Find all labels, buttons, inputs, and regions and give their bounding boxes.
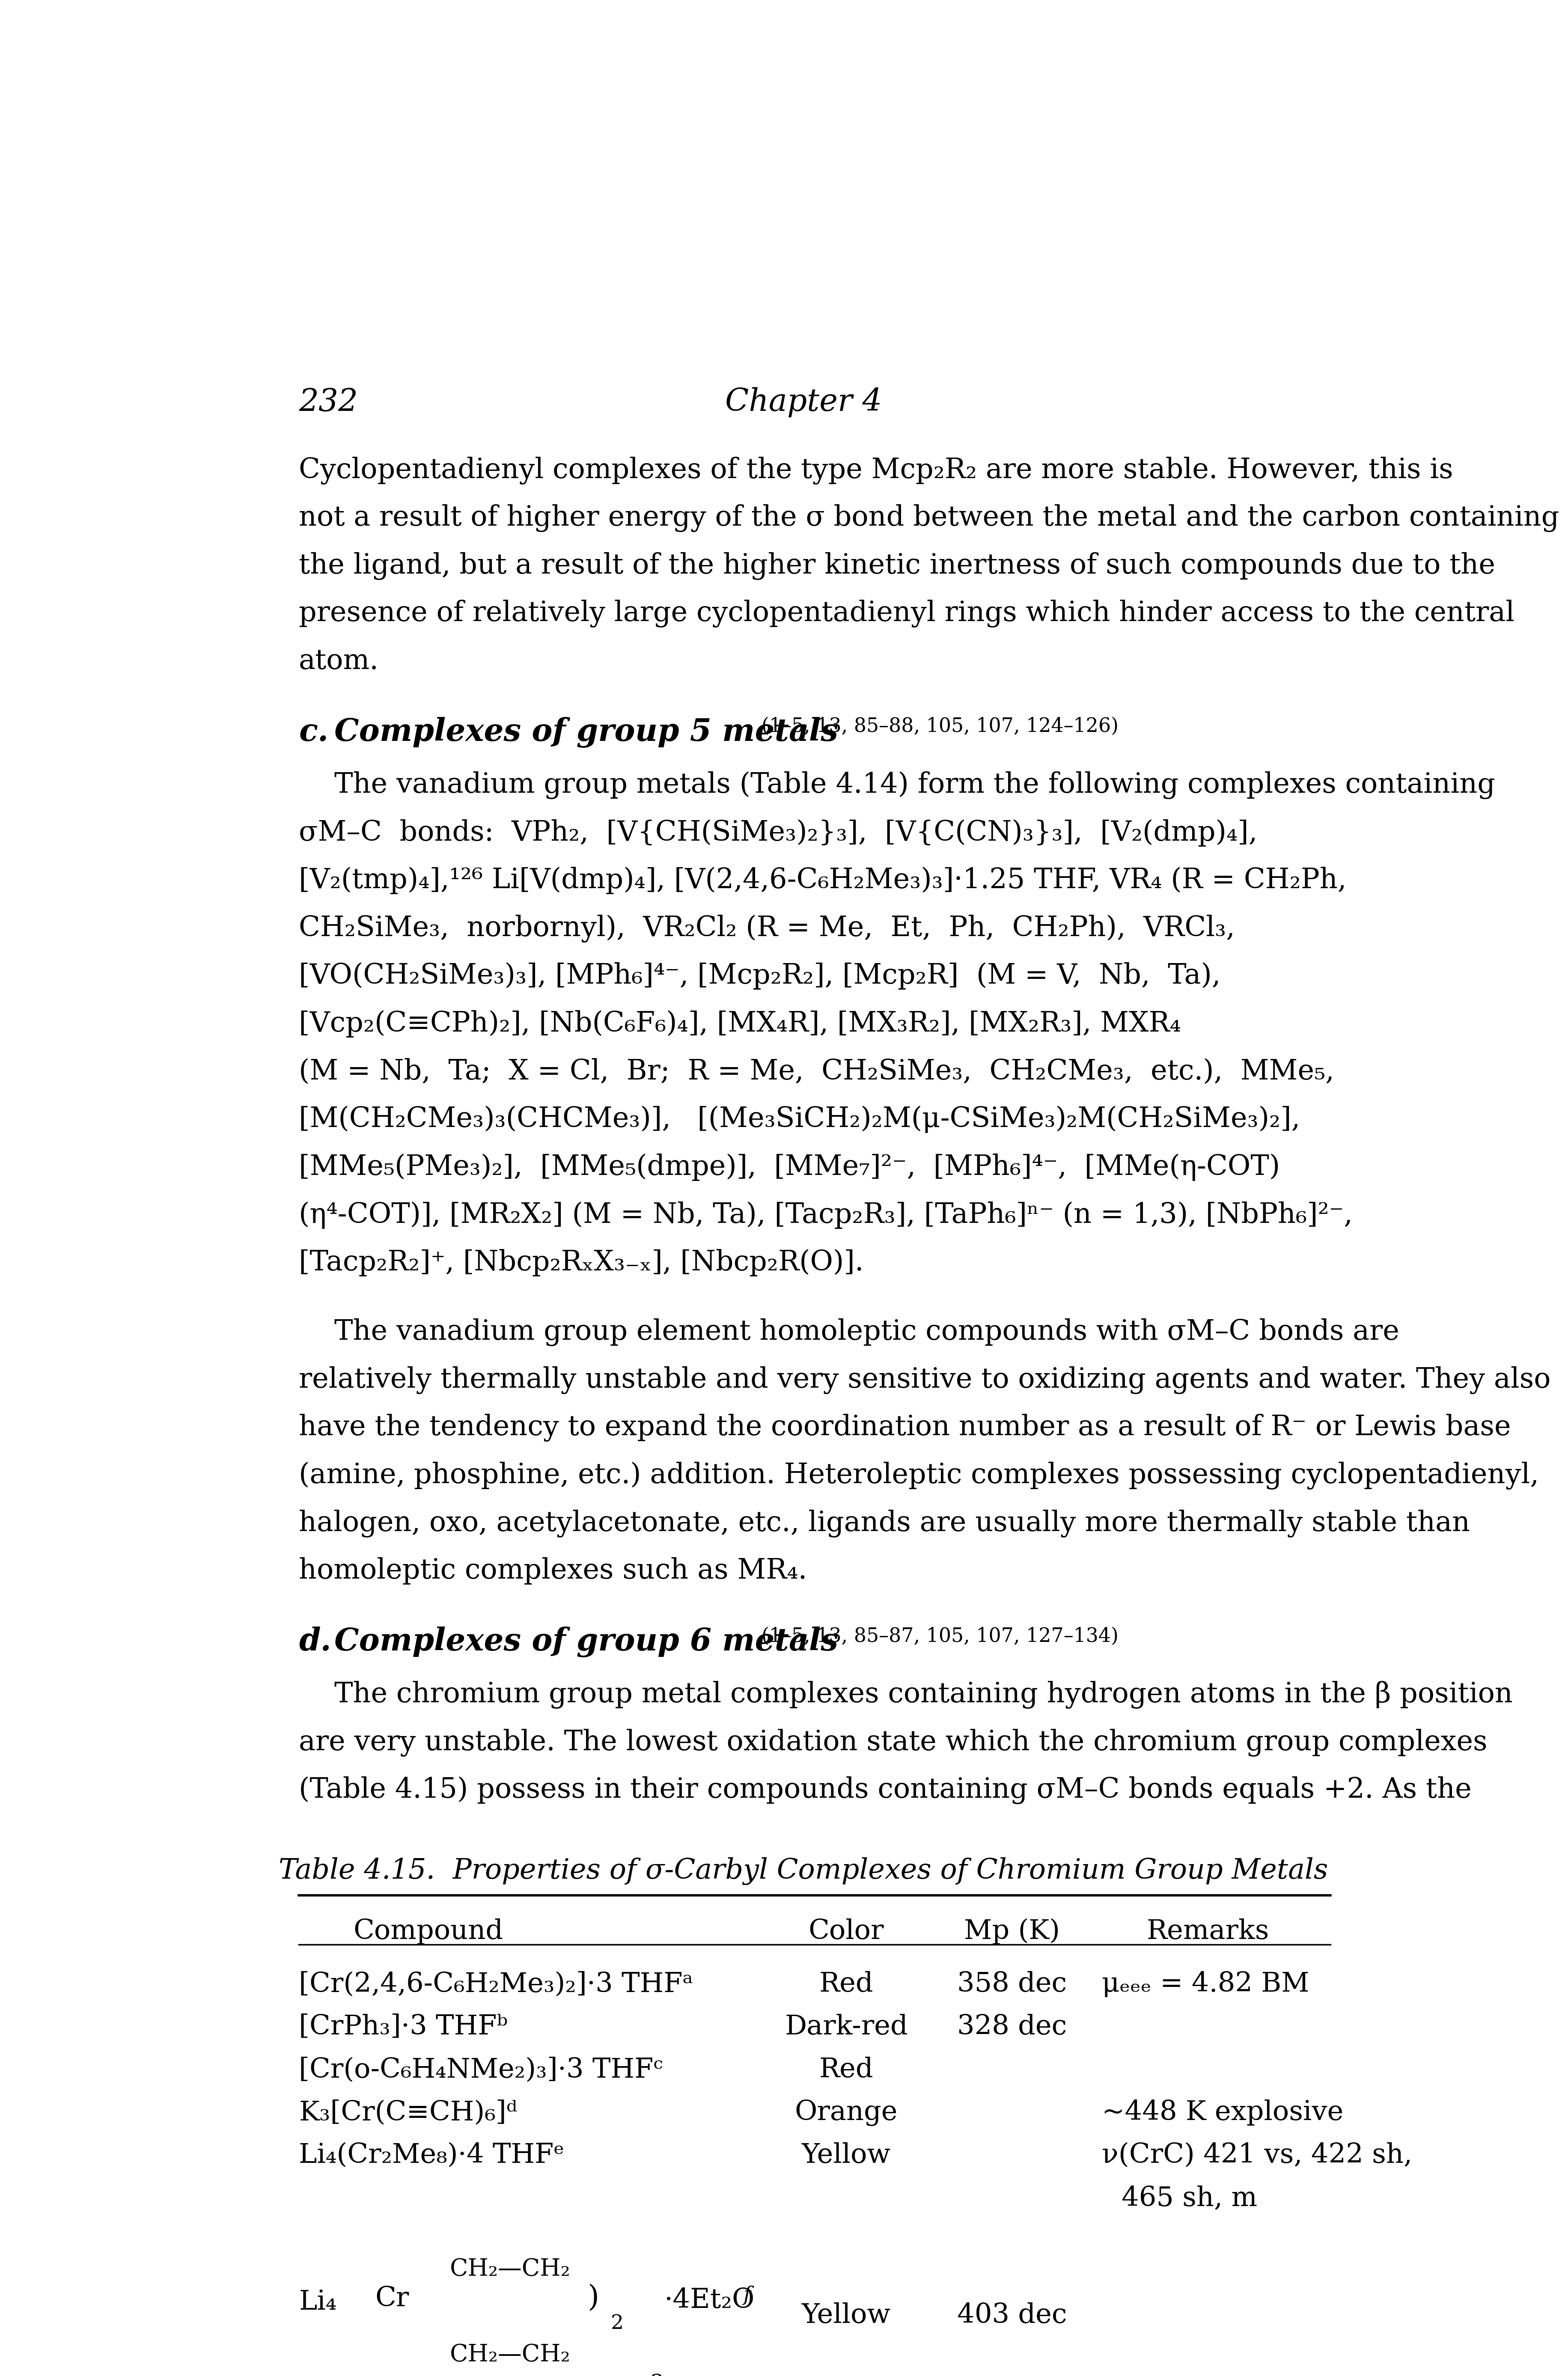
Text: 465 sh, m: 465 sh, m: [1121, 2186, 1258, 2212]
Text: [Tacp₂R₂]⁺, [Nbcp₂RₓX₃₋ₓ], [Nbcp₂R(O)].: [Tacp₂R₂]⁺, [Nbcp₂RₓX₃₋ₓ], [Nbcp₂R(O)].: [299, 1250, 864, 1276]
Text: Complexes of group 5 metals: Complexes of group 5 metals: [323, 718, 839, 748]
Text: ν(CrC) 421 vs, 422 sh,: ν(CrC) 421 vs, 422 sh,: [1102, 2143, 1413, 2169]
Text: CH₂—CH₂: CH₂—CH₂: [450, 2257, 571, 2281]
Text: ): ): [588, 2283, 599, 2312]
Text: ~448 K explosive: ~448 K explosive: [1102, 2100, 1344, 2127]
Text: [M(CH₂CMe₃)₃(CHCMe₃)],   [(Me₃SiCH₂)₂M(μ-CSiMe₃)₂M(CH₂SiMe₃)₂],: [M(CH₂CMe₃)₃(CHCMe₃)], [(Me₃SiCH₂)₂M(μ-C…: [299, 1105, 1300, 1133]
Text: are very unstable. The lowest oxidation state which the chromium group complexes: are very unstable. The lowest oxidation …: [299, 1730, 1488, 1756]
Text: The vanadium group metals (Table 4.14) form the following complexes containing: The vanadium group metals (Table 4.14) f…: [299, 772, 1496, 798]
Text: [Cr(2,4,6-C₆H₂Me₃)₂]·3 THFᵃ: [Cr(2,4,6-C₆H₂Me₃)₂]·3 THFᵃ: [299, 1972, 693, 1998]
Text: CH₂SiMe₃,  norbornyl),  VR₂Cl₂ (R = Me,  Et,  Ph,  CH₂Ph),  VRCl₃,: CH₂SiMe₃, norbornyl), VR₂Cl₂ (R = Me, Et…: [299, 915, 1236, 943]
Text: Red: Red: [818, 1972, 873, 1998]
Text: Complexes of group 6 metals: Complexes of group 6 metals: [323, 1628, 839, 1658]
Text: Dark-red: Dark-red: [784, 2015, 908, 2041]
Text: Cyclopentadienyl complexes of the type Mcp₂R₂ are more stable. However, this is: Cyclopentadienyl complexes of the type M…: [299, 456, 1454, 485]
Text: 232: 232: [299, 387, 358, 418]
Text: homoleptic complexes such as MR₄.: homoleptic complexes such as MR₄.: [299, 1556, 808, 1585]
Text: [VO(CH₂SiMe₃)₃], [MPh₆]⁴⁻, [Mcp₂R₂], [Mcp₂R]  (M = V,  Nb,  Ta),: [VO(CH₂SiMe₃)₃], [MPh₆]⁴⁻, [Mcp₂R₂], [Mc…: [299, 962, 1220, 991]
Text: 2: 2: [610, 2314, 624, 2333]
Text: c.: c.: [299, 718, 328, 748]
Text: σM–C  bonds:  VPh₂,  [V{CH(SiMe₃)₂}₃],  [V{C(CN)₃}₃],  [V₂(dmp)₄],: σM–C bonds: VPh₂, [V{CH(SiMe₃)₂}₃], [V{C…: [299, 820, 1258, 846]
Text: have the tendency to expand the coordination number as a result of R⁻ or Lewis b: have the tendency to expand the coordina…: [299, 1414, 1512, 1442]
Text: The chromium group metal complexes containing hydrogen atoms in the β position: The chromium group metal complexes conta…: [299, 1680, 1513, 1708]
Text: Table 4.15.  Properties of σ-Carbyl Complexes of Chromium Group Metals: Table 4.15. Properties of σ-Carbyl Compl…: [279, 1858, 1328, 1884]
Text: halogen, oxo, acetylacetonate, etc., ligands are usually more thermally stable t: halogen, oxo, acetylacetonate, etc., lig…: [299, 1509, 1471, 1537]
Text: [Vcp₂(C≡CPh)₂], [Nb(C₆F₆)₄], [MX₄R], [MX₃R₂], [MX₂R₃], MXR₄: [Vcp₂(C≡CPh)₂], [Nb(C₆F₆)₄], [MX₄R], [MX…: [299, 1010, 1181, 1038]
Text: [CrPh₃]·3 THFᵇ: [CrPh₃]·3 THFᵇ: [299, 2015, 508, 2041]
Text: 358 dec: 358 dec: [956, 1972, 1066, 1998]
Text: [Cr(o-C₆H₄NMe₂)₃]·3 THFᶜ: [Cr(o-C₆H₄NMe₂)₃]·3 THFᶜ: [299, 2058, 663, 2084]
Text: Li₄: Li₄: [299, 2288, 337, 2314]
Text: 403 dec: 403 dec: [956, 2302, 1068, 2328]
Text: Remarks: Remarks: [1146, 1917, 1269, 1944]
Text: The vanadium group element homoleptic compounds with σM–C bonds are: The vanadium group element homoleptic co…: [299, 1319, 1399, 1347]
Text: Mp (K): Mp (K): [964, 1917, 1060, 1944]
Text: not a result of higher energy of the σ bond between the metal and the carbon con: not a result of higher energy of the σ b…: [299, 504, 1559, 532]
Text: presence of relatively large cyclopentadienyl rings which hinder access to the c: presence of relatively large cyclopentad…: [299, 599, 1515, 627]
Text: [V₂(tmp)₄],¹²⁶ Li[V(dmp)₄], [V(2,4,6-C₆H₂Me₃)₃]·1.25 THF, VR₄ (R = CH₂Ph,: [V₂(tmp)₄],¹²⁶ Li[V(dmp)₄], [V(2,4,6-C₆H…: [299, 867, 1347, 893]
Text: K₃[Cr(C≡CH)₆]ᵈ: K₃[Cr(C≡CH)₆]ᵈ: [299, 2100, 517, 2127]
Text: 328 dec: 328 dec: [956, 2015, 1066, 2041]
Text: (amine, phosphine, etc.) addition. Heteroleptic complexes possessing cyclopentad: (amine, phosphine, etc.) addition. Heter…: [299, 1461, 1538, 1490]
Text: atom.: atom.: [299, 649, 379, 675]
Text: 2: 2: [651, 2374, 665, 2376]
Text: CH₂—CH₂: CH₂—CH₂: [450, 2343, 571, 2366]
Text: (M = Nb,  Ta;  X = Cl,  Br;  R = Me,  CH₂SiMe₃,  CH₂CMe₃,  etc.),  MMe₅,: (M = Nb, Ta; X = Cl, Br; R = Me, CH₂SiMe…: [299, 1057, 1334, 1086]
Text: (η⁴-COT)], [MR₂X₂] (M = Nb, Ta), [Tacp₂R₃], [TaPh₆]ⁿ⁻ (n = 1,3), [NbPh₆]²⁻,: (η⁴-COT)], [MR₂X₂] (M = Nb, Ta), [Tacp₂R…: [299, 1202, 1353, 1228]
Text: Chapter 4: Chapter 4: [724, 387, 881, 418]
Text: Cr: Cr: [375, 2286, 409, 2312]
Text: (1–5, 13, 85–87, 105, 107, 127–134): (1–5, 13, 85–87, 105, 107, 127–134): [762, 1628, 1118, 1647]
Text: Yellow: Yellow: [801, 2143, 891, 2169]
Text: ·4Et₂O: ·4Et₂O: [663, 2288, 754, 2314]
Text: Orange: Orange: [795, 2100, 898, 2127]
Text: μₑₑₑ = 4.82 BM: μₑₑₑ = 4.82 BM: [1102, 1972, 1309, 1998]
Text: Compound: Compound: [353, 1917, 503, 1944]
Text: d.: d.: [299, 1628, 331, 1656]
Text: [MMe₅(PMe₃)₂],  [MMe₅(dmpe)],  [MMe₇]²⁻,  [MPh₆]⁴⁻,  [MMe(η-COT): [MMe₅(PMe₃)₂], [MMe₅(dmpe)], [MMe₇]²⁻, […: [299, 1155, 1279, 1181]
Text: (Table 4.15) possess in their compounds containing σM–C bonds equals +2. As the: (Table 4.15) possess in their compounds …: [299, 1777, 1472, 1803]
Text: Yellow: Yellow: [801, 2302, 891, 2328]
Text: Red: Red: [818, 2058, 873, 2084]
Text: Color: Color: [809, 1917, 884, 1944]
Text: Li₄(Cr₂Me₈)·4 THFᵉ: Li₄(Cr₂Me₈)·4 THFᵉ: [299, 2143, 564, 2169]
Text: f: f: [743, 2286, 751, 2305]
Text: relatively thermally unstable and very sensitive to oxidizing agents and water. : relatively thermally unstable and very s…: [299, 1366, 1551, 1395]
Text: the ligand, but a result of the higher kinetic inertness of such compounds due t: the ligand, but a result of the higher k…: [299, 551, 1496, 580]
Text: (1–5, 13, 85–88, 105, 107, 124–126): (1–5, 13, 85–88, 105, 107, 124–126): [762, 718, 1118, 737]
